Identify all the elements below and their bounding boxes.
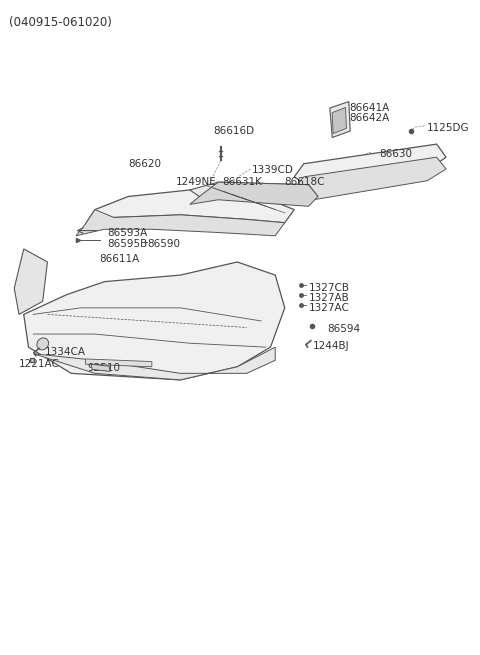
Ellipse shape — [37, 338, 48, 350]
Text: 92510: 92510 — [88, 363, 121, 373]
Polygon shape — [85, 190, 294, 224]
Text: 86641A: 86641A — [349, 103, 389, 113]
Polygon shape — [332, 107, 347, 134]
Text: 86595B: 86595B — [107, 239, 147, 250]
Text: 86620: 86620 — [128, 159, 161, 169]
Text: 1327AC: 1327AC — [309, 303, 349, 313]
Polygon shape — [14, 249, 48, 314]
Text: 1244BJ: 1244BJ — [313, 341, 350, 351]
Polygon shape — [190, 182, 318, 206]
Text: 1334CA: 1334CA — [45, 347, 86, 358]
Text: 86593A: 86593A — [107, 227, 147, 238]
Text: 86616D: 86616D — [214, 126, 255, 136]
Text: 1327CB: 1327CB — [309, 283, 349, 293]
Text: 86630: 86630 — [380, 149, 413, 159]
Text: 86642A: 86642A — [349, 113, 389, 123]
Text: 86631K: 86631K — [222, 177, 262, 187]
Polygon shape — [190, 182, 318, 204]
Text: 1249NE: 1249NE — [176, 177, 216, 187]
Polygon shape — [294, 157, 446, 200]
Polygon shape — [85, 359, 152, 367]
Text: 86611A: 86611A — [100, 253, 140, 264]
Text: 1339CD: 1339CD — [252, 165, 293, 176]
Text: 86594: 86594 — [327, 324, 360, 335]
Text: 1221AC: 1221AC — [19, 359, 60, 369]
Text: 1125DG: 1125DG — [427, 122, 470, 133]
Polygon shape — [330, 102, 350, 138]
Text: 86590: 86590 — [147, 239, 180, 250]
Text: (040915-061020): (040915-061020) — [9, 16, 111, 29]
Polygon shape — [91, 364, 110, 371]
Text: 86618C: 86618C — [285, 177, 325, 187]
Polygon shape — [33, 347, 275, 380]
Polygon shape — [24, 262, 285, 380]
Text: 1327AB: 1327AB — [309, 293, 349, 303]
Polygon shape — [294, 144, 446, 190]
Polygon shape — [76, 210, 285, 236]
